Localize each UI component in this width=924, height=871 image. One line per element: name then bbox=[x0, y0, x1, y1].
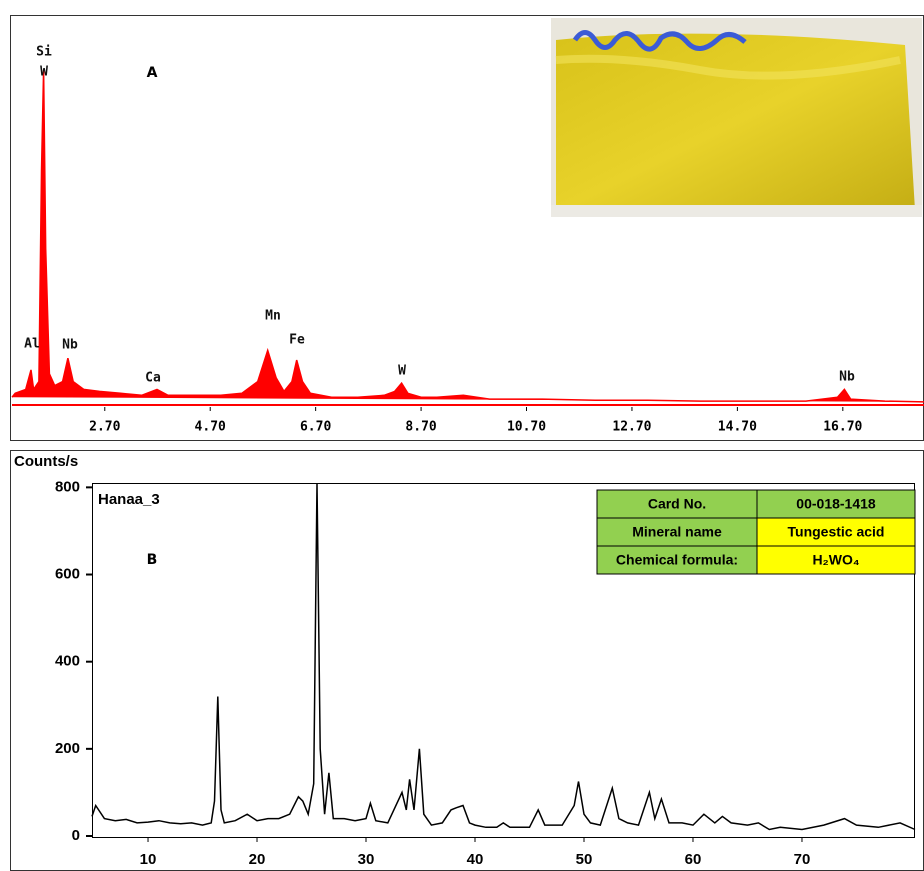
x-tick-label: 8.70 bbox=[405, 420, 436, 435]
x-tick-label: 12.70 bbox=[612, 420, 651, 435]
table-text: H₂WO₄ bbox=[812, 552, 859, 568]
y-tick-label: 200 bbox=[55, 740, 80, 757]
x-tick-label: 50 bbox=[576, 851, 593, 868]
x-tick-label: 2.70 bbox=[89, 420, 120, 435]
photo-inset bbox=[551, 18, 922, 217]
table-text: 00-018-1418 bbox=[796, 496, 876, 512]
x-tick-label: 16.70 bbox=[823, 420, 862, 435]
x-tick-label: 40 bbox=[467, 851, 484, 868]
y-tick-label: 800 bbox=[55, 478, 80, 495]
figure: A Counts/s Hanaa_3 B 2.70 4.70 6.70 8.70 10.… bbox=[0, 0, 924, 871]
peak-label: Ca bbox=[145, 371, 161, 386]
peak-label: Mn bbox=[265, 309, 281, 324]
peak-label: Fe bbox=[289, 333, 305, 348]
peak-label: Si bbox=[36, 45, 52, 60]
y-tick-label: 0 bbox=[72, 827, 80, 844]
x-tick-label: 14.70 bbox=[718, 420, 757, 435]
y-tick-label: 400 bbox=[55, 653, 80, 670]
table-text: Card No. bbox=[648, 496, 706, 512]
peak-label: W bbox=[398, 364, 406, 379]
table-text: Chemical formula: bbox=[616, 552, 738, 568]
x-tick-label: 70 bbox=[794, 851, 811, 868]
peak-label: Nb bbox=[62, 338, 78, 353]
peak-label: W bbox=[40, 65, 48, 80]
panel-label: A bbox=[147, 65, 158, 81]
table-text: Tungestic acid bbox=[788, 524, 885, 540]
x-tick-label: 10 bbox=[140, 851, 157, 868]
peak-label: Nb bbox=[839, 370, 855, 385]
y-tick-label: 600 bbox=[55, 565, 80, 582]
x-tick-label: 60 bbox=[685, 851, 702, 868]
x-tick-label: 6.70 bbox=[300, 420, 331, 435]
peak-label: Al bbox=[24, 337, 40, 352]
x-tick-label: 20 bbox=[249, 851, 266, 868]
sample-name: Hanaa_3 bbox=[98, 491, 160, 508]
table-text: Mineral name bbox=[632, 524, 722, 540]
x-tick-label: 4.70 bbox=[195, 420, 226, 435]
x-tick-label: 10.70 bbox=[507, 420, 546, 435]
y-axis-label: Counts/s bbox=[14, 453, 78, 470]
x-tick-label: 30 bbox=[358, 851, 375, 868]
panel-label: B bbox=[147, 552, 158, 568]
